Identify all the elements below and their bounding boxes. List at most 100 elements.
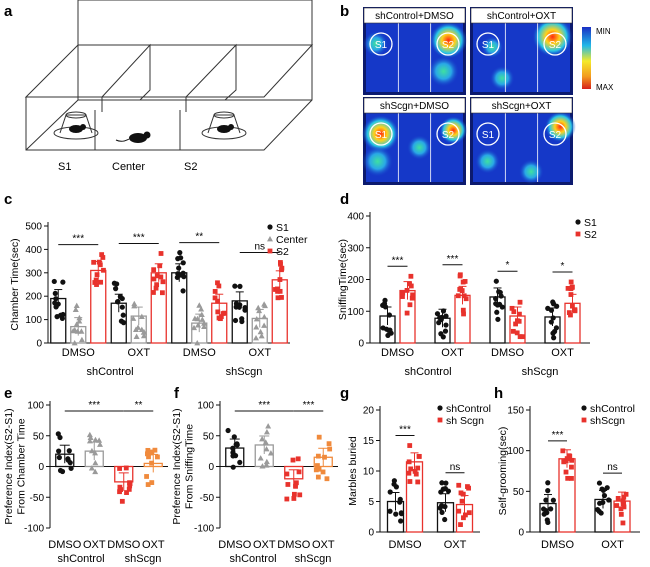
data-point — [132, 326, 139, 332]
data-point — [159, 290, 165, 296]
category-label: DMSO — [491, 347, 524, 359]
data-point — [513, 321, 518, 327]
data-point — [87, 434, 94, 440]
data-point — [88, 447, 95, 454]
legend-marker — [581, 417, 587, 423]
y-tick-label: -100 — [24, 524, 44, 535]
data-point — [572, 307, 578, 313]
data-point — [407, 443, 413, 448]
data-point — [140, 329, 147, 335]
data-point — [408, 466, 414, 472]
data-point — [553, 325, 560, 331]
cup-circle-s2 — [543, 32, 567, 56]
y-axis-label: Marbles buried — [347, 436, 359, 506]
cup-label-s1: S1 — [482, 40, 495, 51]
data-point — [316, 434, 322, 440]
data-point — [101, 267, 106, 273]
data-point — [463, 512, 468, 518]
y-tick-label: 300 — [347, 243, 364, 254]
group-label-e-1: shControl — [57, 553, 104, 565]
data-point — [253, 324, 260, 330]
legend-marker — [575, 231, 581, 237]
data-point — [256, 307, 263, 314]
data-point — [466, 510, 472, 516]
data-point — [65, 456, 71, 462]
data-point — [408, 283, 414, 289]
data-point — [439, 480, 445, 486]
data-point — [598, 510, 604, 516]
data-point — [149, 480, 155, 485]
significance-label: *** — [303, 400, 315, 411]
data-point — [113, 286, 119, 292]
data-point — [124, 490, 129, 495]
significance-label: ns — [450, 462, 461, 473]
y-tick-label: 50 — [33, 431, 45, 442]
data-point — [415, 479, 421, 485]
y-axis-label-line: Preference Index(S2-S1) — [171, 408, 183, 524]
data-point — [151, 276, 157, 282]
data-point — [412, 468, 418, 474]
data-point — [158, 274, 164, 280]
data-point — [327, 446, 333, 452]
bar-s1 — [171, 272, 188, 344]
cup-label-s2: S2 — [442, 40, 455, 51]
data-point — [259, 435, 266, 442]
category-label: DMSO — [218, 539, 251, 551]
data-point — [461, 515, 466, 521]
heatmap-title: shControl+DMSO — [375, 11, 454, 22]
y-tick-label: 0 — [38, 462, 44, 473]
apparatus-drawing — [24, 0, 314, 151]
data-point — [263, 462, 270, 468]
data-point — [279, 295, 284, 300]
data-point — [565, 285, 571, 291]
data-point — [218, 314, 224, 319]
data-point — [92, 436, 99, 443]
data-point — [293, 483, 298, 489]
chamber-label-s1: S1 — [58, 161, 71, 173]
data-point — [387, 489, 393, 495]
data-point — [563, 469, 569, 475]
heat-spot — [428, 55, 460, 87]
data-point — [293, 480, 299, 486]
data-point — [442, 516, 448, 523]
data-point — [123, 465, 129, 471]
y-tick-label: 0 — [368, 528, 374, 539]
data-point — [92, 459, 99, 466]
cup-label-s1: S1 — [482, 130, 495, 141]
data-point — [398, 518, 404, 524]
data-point — [52, 290, 58, 297]
data-point — [191, 324, 198, 331]
data-point — [232, 283, 238, 289]
data-point — [216, 283, 222, 289]
legend-marker — [437, 417, 443, 423]
data-point — [99, 252, 105, 257]
category-label: OXT — [248, 347, 271, 359]
data-point — [253, 334, 260, 341]
data-point — [545, 488, 551, 494]
category-label: DMSO — [107, 539, 140, 551]
y-axis-label: Preference Index(S2-S1)From SniffingTime — [171, 408, 195, 524]
data-point — [285, 482, 291, 487]
legend-marker — [267, 224, 273, 230]
category-label: OXT — [142, 539, 165, 551]
data-point — [119, 304, 125, 310]
data-point — [460, 491, 466, 497]
heat-spot — [361, 115, 400, 153]
data-point — [438, 331, 444, 337]
data-point — [94, 282, 99, 287]
chart-g: 0 5 10 15 20 Marbles buried DMSO OXT *** ns shCont… — [347, 403, 491, 551]
data-point — [615, 496, 621, 501]
data-point — [443, 322, 449, 328]
data-point — [324, 476, 330, 482]
data-point — [315, 474, 321, 480]
data-point — [215, 309, 221, 315]
category-label: OXT — [601, 539, 624, 551]
data-point — [410, 292, 416, 298]
panel-a-letter: a — [4, 3, 13, 20]
heat-spot — [406, 135, 432, 160]
data-point — [313, 467, 319, 473]
y-tick-label: 200 — [25, 292, 42, 303]
data-point — [443, 313, 449, 319]
data-point — [67, 460, 73, 466]
data-point — [257, 328, 264, 335]
